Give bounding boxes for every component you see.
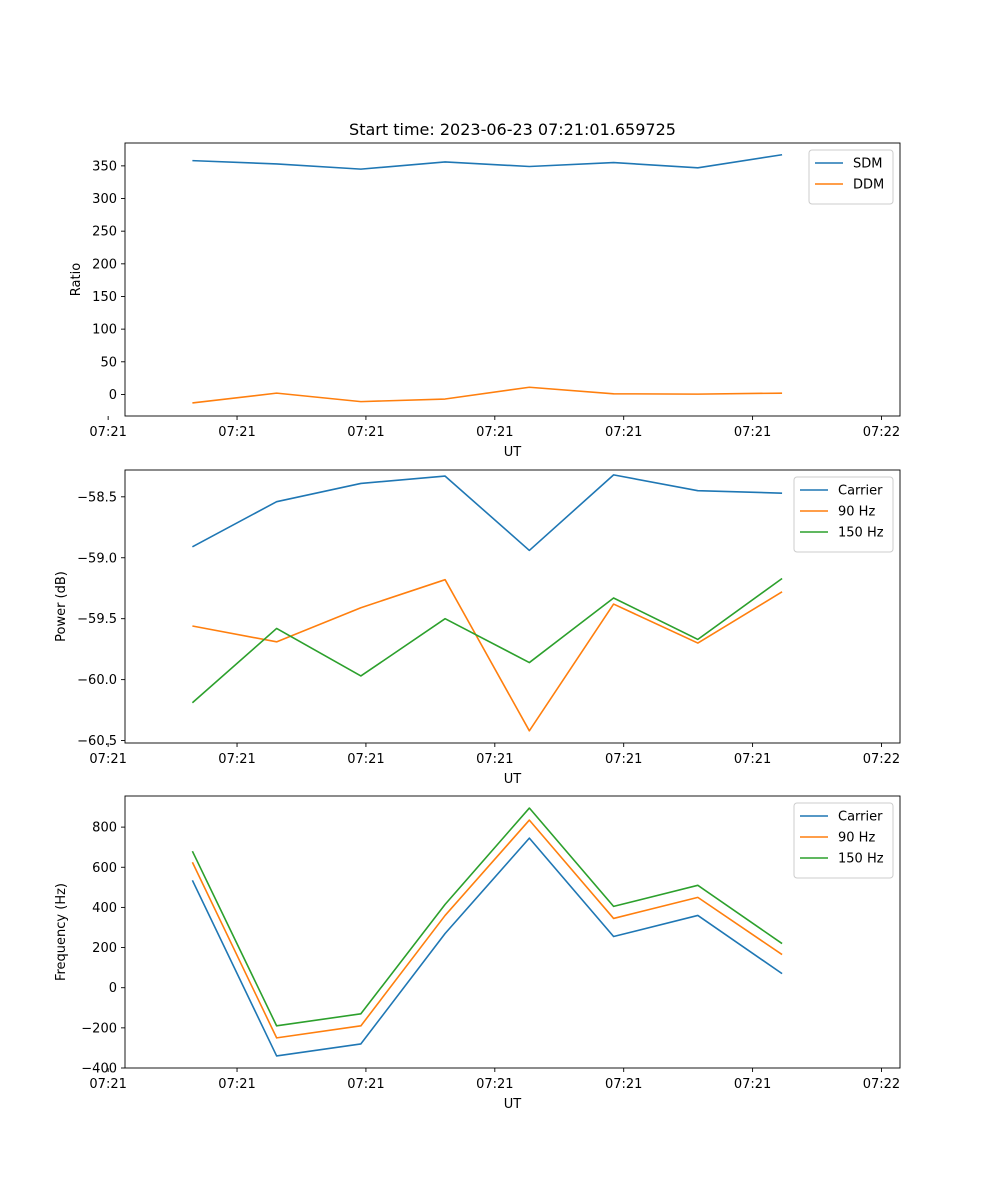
y-tick-label: −400	[81, 1062, 117, 1077]
series-line-carrier	[191, 837, 783, 1057]
x-tick-label: 07:22	[863, 752, 900, 767]
y-axis-label: Frequency (Hz)	[54, 883, 69, 981]
legend-label: 90 Hz	[838, 831, 875, 846]
legend-label: DDM	[853, 178, 884, 193]
series-line-ddm	[192, 386, 783, 404]
y-tick-label: −200	[81, 1021, 117, 1036]
y-tick-label: 800	[92, 821, 117, 836]
x-tick-label: 07:21	[605, 425, 642, 440]
y-axis-label: Power (dB)	[54, 571, 69, 642]
y-tick-label: −59.5	[77, 612, 117, 627]
axes-frame	[124, 142, 901, 417]
x-tick-label: 07:21	[605, 752, 642, 767]
legend: Carrier 90 Hz 150 Hz	[793, 476, 894, 553]
axes-frame	[124, 469, 901, 744]
x-axis-label: UT	[504, 445, 522, 460]
legend-label: 150 Hz	[838, 526, 884, 541]
y-tick-label: 150	[92, 290, 117, 305]
x-tick-label: 07:21	[218, 425, 255, 440]
x-tick-label: 07:21	[218, 1077, 255, 1092]
legend: Carrier 90 Hz 150 Hz	[793, 802, 894, 879]
x-tick-label: 07:21	[89, 425, 126, 440]
x-tick-label: 07:21	[476, 752, 513, 767]
legend-label: Carrier	[838, 484, 883, 499]
y-tick-label: 0	[109, 981, 117, 996]
x-tick-label: 07:21	[347, 1077, 384, 1092]
y-tick-label: 50	[100, 355, 117, 370]
x-tick-label: 07:21	[476, 425, 513, 440]
y-tick-label: 300	[92, 192, 117, 207]
chart-panel-2: 07:21 07:21 07:21 07:21 07:21 07:21 07:22 −60.5…	[54, 469, 901, 787]
y-tick-label: 100	[92, 323, 117, 338]
x-tick-label: 07:21	[476, 1077, 513, 1092]
x-tick-label: 07:21	[347, 425, 384, 440]
y-tick-label: −60.0	[77, 673, 117, 688]
legend: SDM DDM	[808, 149, 894, 205]
legend-label: 150 Hz	[838, 852, 884, 867]
x-tick-label: 07:21	[605, 1077, 642, 1092]
x-tick-label: 07:21	[89, 752, 126, 767]
y-tick-label: 400	[92, 901, 117, 916]
legend-label: 90 Hz	[838, 505, 875, 520]
y-tick-label: −58.5	[77, 490, 117, 505]
x-tick-label: 07:21	[734, 752, 771, 767]
series-line-90-hz	[192, 578, 783, 732]
y-tick-label: 0	[109, 388, 117, 403]
y-tick-label: 350	[92, 159, 117, 174]
x-tick-label: 07:21	[734, 1077, 771, 1092]
y-tick-label: 600	[92, 861, 117, 876]
legend-label: SDM	[853, 157, 882, 172]
legend-label: Carrier	[838, 810, 883, 825]
x-tick-label: 07:21	[347, 752, 384, 767]
y-tick-label: −59.0	[77, 551, 117, 566]
series-line-150-hz	[191, 577, 783, 704]
x-tick-label: 07:22	[863, 425, 900, 440]
series-line-90-hz	[191, 819, 783, 1039]
chart-title: Start time: 2023-06-23 07:21:01.659725	[349, 120, 676, 139]
legend-box	[793, 802, 894, 879]
y-tick-label: 200	[92, 941, 117, 956]
axes-frame	[124, 795, 901, 1069]
chart-panel-3: 07:21 07:21 07:21 07:21 07:21 07:21 07:22 −400 −…	[54, 795, 901, 1112]
x-axis-label: UT	[504, 1097, 522, 1112]
x-tick-label: 07:21	[89, 1077, 126, 1092]
series-line-sdm	[192, 153, 783, 170]
x-tick-label: 07:22	[863, 1077, 900, 1092]
x-tick-label: 07:21	[218, 752, 255, 767]
chart-panel-1: Start time: 2023-06-23 07:21:01.659725 07…	[69, 120, 901, 460]
y-axis-label: Ratio	[69, 263, 84, 296]
x-tick-label: 07:21	[734, 425, 771, 440]
y-tick-label: 200	[92, 257, 117, 272]
series-line-carrier	[192, 474, 783, 552]
y-tick-label: −60.5	[77, 734, 117, 749]
y-tick-label: 250	[92, 225, 117, 240]
legend-box	[793, 476, 894, 553]
x-axis-label: UT	[504, 772, 522, 787]
series-line-150-hz	[191, 807, 783, 1027]
